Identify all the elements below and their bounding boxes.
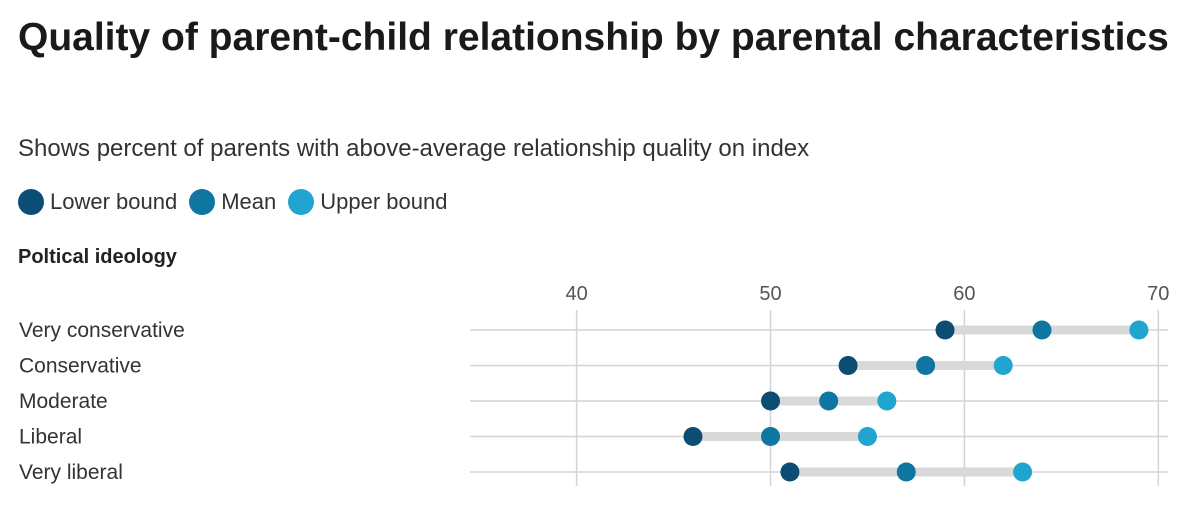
row-label-very-liberal: Very liberal (19, 461, 123, 484)
legend-item-mean: Mean (189, 188, 276, 216)
legend-item-lower-bound: Lower bound (18, 188, 177, 216)
dot-upper-bound-moderate (877, 391, 897, 411)
x-tick-label-40: 40 (566, 283, 588, 305)
dot-lower-bound-conservative (838, 356, 858, 375)
dot-lower-bound-very-conservative (935, 320, 955, 340)
legend-swatch-upper-bound (288, 189, 315, 215)
x-tick-label-70: 70 (1147, 283, 1169, 305)
dot-mean-liberal (761, 427, 781, 446)
row-label-liberal: Liberal (19, 426, 82, 449)
dot-upper-bound-liberal (857, 427, 877, 446)
dot-lower-bound-moderate (761, 391, 781, 411)
dot-mean-very-conservative (1032, 320, 1052, 340)
legend-swatch-mean (189, 189, 216, 215)
legend-swatch-lower-bound (18, 189, 44, 215)
dot-mean-very-liberal (896, 462, 916, 482)
chart-title: Quality of parent-child relationship by … (18, 16, 1169, 59)
legend-label-upper-bound: Upper bound (320, 189, 448, 214)
x-tick-label-60: 60 (953, 283, 975, 305)
legend-label-lower-bound: Lower bound (50, 189, 178, 214)
dot-mean-conservative (916, 356, 936, 375)
dot-mean-moderate (819, 391, 839, 411)
chart-subtitle: Shows percent of parents with above-aver… (18, 135, 810, 162)
dot-lower-bound-very-liberal (780, 462, 800, 482)
legend-item-upper-bound: Upper bound (288, 188, 447, 216)
legend: Lower bound Mean Upper bound (18, 188, 459, 216)
legend-label-mean: Mean (221, 189, 277, 214)
dot-upper-bound-very-conservative (1129, 320, 1149, 340)
group-label: Poltical ideology (18, 246, 177, 268)
dot-upper-bound-conservative (993, 356, 1013, 375)
row-label-moderate: Moderate (19, 390, 108, 413)
row-label-very-conservative: Very conservative (19, 319, 185, 342)
dot-lower-bound-liberal (683, 427, 703, 446)
x-tick-label-50: 50 (759, 283, 781, 305)
dot-upper-bound-very-liberal (1013, 462, 1033, 482)
row-label-conservative: Conservative (19, 355, 142, 378)
